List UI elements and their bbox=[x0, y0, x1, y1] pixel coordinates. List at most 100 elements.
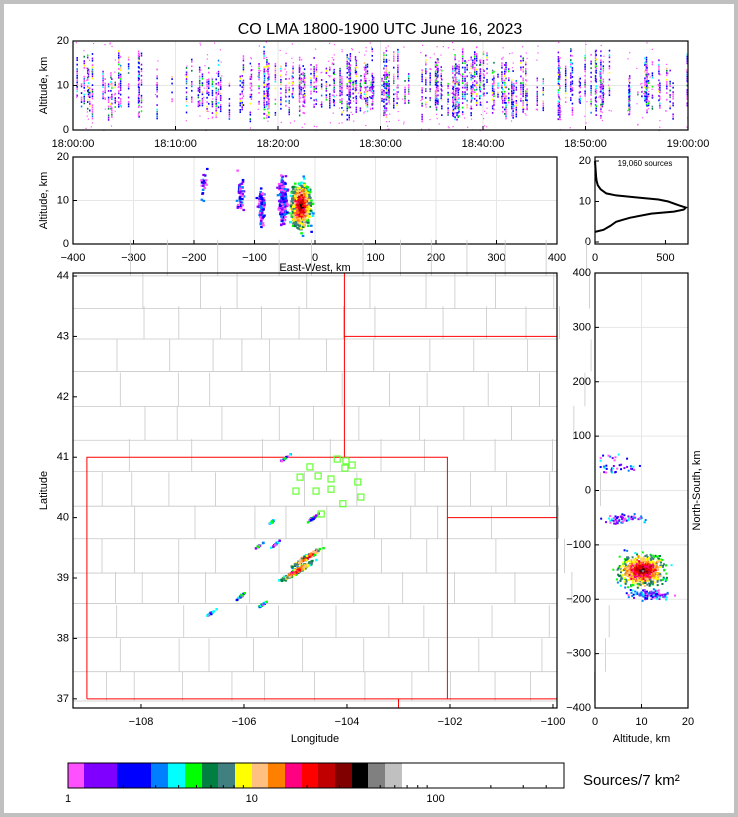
source-pixel bbox=[658, 83, 660, 86]
source-pixel bbox=[595, 105, 597, 108]
source-pixel bbox=[435, 97, 438, 100]
source-pixel bbox=[156, 68, 158, 71]
source-pixel bbox=[686, 62, 688, 65]
source-pixel bbox=[295, 216, 299, 219]
source-pixel bbox=[86, 111, 88, 113]
source-pixel bbox=[479, 74, 482, 77]
source-pixel bbox=[407, 93, 410, 95]
source-pixel bbox=[303, 85, 306, 88]
source-pixel bbox=[452, 79, 455, 82]
source-pixel bbox=[491, 91, 494, 94]
source-pixel bbox=[464, 95, 466, 98]
source-pixel bbox=[300, 222, 304, 225]
source-pixel bbox=[308, 563, 311, 567]
source-pixel bbox=[171, 91, 173, 94]
source-pixel bbox=[302, 184, 306, 188]
x-tick-label: 18:10:00 bbox=[154, 138, 197, 150]
source-pixel bbox=[441, 78, 443, 81]
source-pixel bbox=[366, 110, 369, 113]
source-pixel bbox=[302, 204, 305, 208]
source-pixel bbox=[522, 59, 524, 62]
source-pixel bbox=[525, 73, 527, 76]
source-pixel bbox=[80, 98, 83, 101]
source-pixel bbox=[211, 78, 214, 81]
source-pixel bbox=[341, 113, 343, 116]
source-pixel bbox=[600, 117, 602, 119]
source-pixel bbox=[198, 100, 201, 102]
source-pixel bbox=[628, 97, 631, 100]
source-pixel bbox=[83, 102, 85, 105]
source-pixel bbox=[104, 87, 106, 89]
source-pixel bbox=[302, 566, 305, 569]
source-pixel bbox=[293, 216, 297, 219]
source-pixel bbox=[296, 223, 300, 227]
source-pixel bbox=[628, 95, 630, 98]
source-pixel bbox=[505, 77, 507, 80]
source-pixel bbox=[242, 88, 245, 91]
source-pixel bbox=[91, 88, 94, 91]
source-pixel bbox=[119, 66, 122, 69]
source-pixel bbox=[313, 106, 315, 108]
source-pixel bbox=[479, 77, 482, 79]
source-pixel bbox=[191, 96, 193, 99]
source-pixel bbox=[359, 87, 362, 90]
source-pixel bbox=[559, 111, 561, 114]
source-pixel bbox=[285, 202, 289, 205]
source-pixel bbox=[456, 87, 458, 90]
y-tick-label: 20 bbox=[579, 155, 591, 167]
source-pixel bbox=[302, 100, 304, 103]
source-pixel bbox=[215, 91, 217, 94]
source-pixel bbox=[250, 93, 253, 96]
source-pixel bbox=[140, 74, 143, 77]
source-pixel bbox=[83, 90, 86, 92]
source-pixel bbox=[341, 89, 343, 91]
source-pixel bbox=[503, 64, 506, 66]
source-pixel bbox=[268, 113, 270, 116]
source-pixel bbox=[441, 107, 443, 110]
source-pixel bbox=[310, 199, 313, 202]
source-pixel bbox=[237, 190, 241, 193]
source-pixel bbox=[429, 88, 431, 90]
source-pixel bbox=[512, 112, 514, 115]
source-pixel bbox=[365, 95, 367, 98]
source-pixel bbox=[304, 87, 306, 89]
source-pixel bbox=[242, 208, 246, 212]
source-pixel bbox=[464, 84, 466, 87]
source-pixel bbox=[434, 90, 437, 93]
source-pixel bbox=[461, 79, 464, 82]
source-pixel bbox=[293, 190, 297, 194]
source-pixel bbox=[584, 59, 586, 62]
source-pixel bbox=[291, 57, 293, 59]
source-pixel bbox=[669, 82, 671, 85]
altitude-histogram-frame bbox=[594, 156, 689, 245]
source-pixel bbox=[672, 117, 674, 120]
source-pixel bbox=[320, 105, 323, 108]
source-pixel bbox=[429, 90, 431, 93]
source-pixel bbox=[397, 110, 399, 113]
source-pixel bbox=[501, 95, 503, 98]
source-pixel bbox=[363, 73, 366, 76]
source-pixel bbox=[198, 75, 201, 78]
source-pixel bbox=[313, 103, 315, 106]
source-pixel bbox=[298, 114, 301, 117]
source-pixel bbox=[119, 80, 122, 83]
source-pixel bbox=[250, 95, 253, 98]
source-pixel bbox=[501, 73, 503, 76]
source-pixel bbox=[292, 89, 294, 92]
source-pixel bbox=[241, 106, 243, 109]
source-pixel bbox=[429, 72, 431, 75]
source-pixel bbox=[363, 75, 366, 78]
source-pixel bbox=[397, 97, 399, 100]
source-pixel bbox=[239, 102, 242, 105]
source-pixel bbox=[659, 98, 661, 100]
source-pixel bbox=[578, 91, 581, 94]
source-pixel bbox=[228, 98, 231, 100]
source-pixel bbox=[249, 93, 252, 96]
source-pixel bbox=[114, 94, 116, 96]
source-pixel bbox=[292, 222, 295, 225]
source-pixel bbox=[461, 106, 464, 109]
source-pixel bbox=[220, 61, 222, 63]
source-pixel bbox=[429, 74, 431, 77]
source-pixel bbox=[305, 210, 309, 214]
source-pixel bbox=[458, 106, 460, 108]
